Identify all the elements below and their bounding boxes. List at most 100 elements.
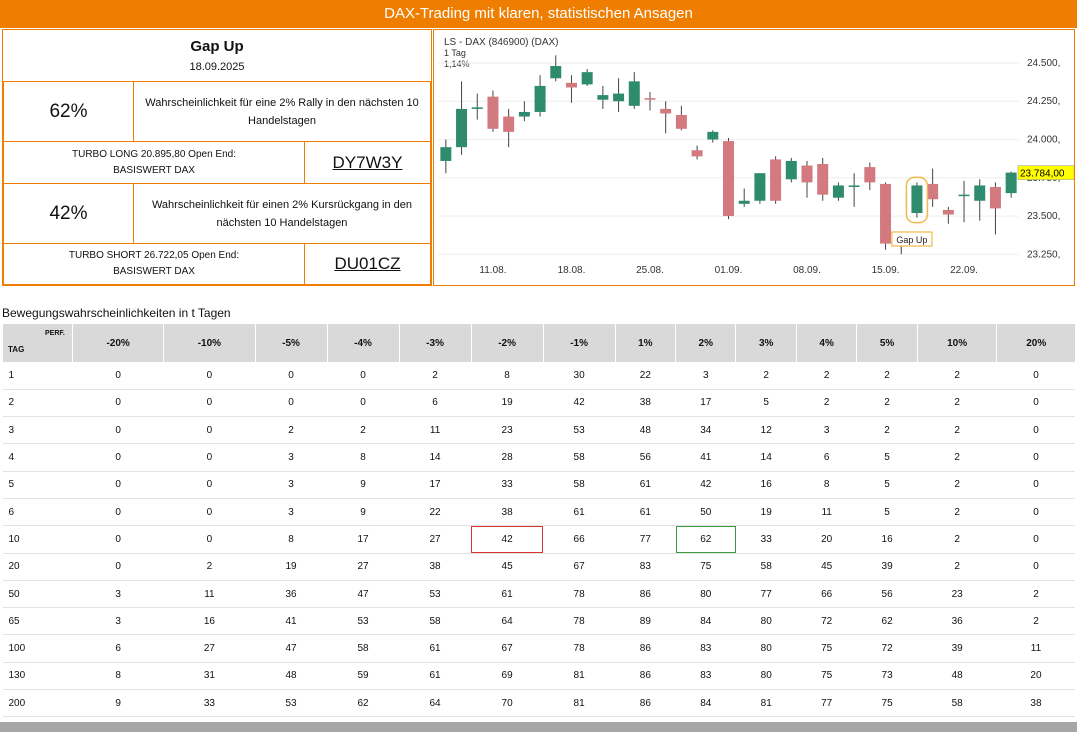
table-cell: 30	[543, 362, 616, 390]
table-cell: 27	[327, 553, 400, 581]
candle	[440, 139, 452, 174]
table-cell: 8	[796, 471, 857, 499]
candle-body	[801, 165, 813, 183]
candle-body	[817, 164, 829, 195]
table-cell: 3	[255, 498, 328, 527]
table-row: 50 3 11 36 47 53 61 78 86 80 77 66 56 23 2	[2, 580, 1075, 609]
table-cell: 45	[471, 553, 544, 581]
table-cell: 2	[796, 362, 857, 390]
candle	[848, 173, 860, 207]
y-tick-label: 24.250,	[1027, 96, 1060, 107]
table-cell: 45	[796, 553, 857, 581]
candle-body	[660, 108, 672, 114]
table-cell: 77	[735, 580, 797, 609]
table-cell: 2	[917, 553, 997, 581]
table-cell: 53	[255, 689, 328, 718]
gap-up-label-box	[891, 231, 933, 247]
table-cell: 58	[399, 607, 472, 636]
candle-body	[565, 82, 577, 88]
table-cell: 78	[543, 634, 616, 663]
table-cell: 0	[163, 362, 256, 390]
table-cell: 31	[163, 662, 256, 691]
candle	[628, 72, 640, 109]
table-cell: 19	[255, 553, 328, 581]
table-cell: 58	[735, 553, 797, 581]
table-cell: 78	[543, 580, 616, 609]
table-cell: 80	[735, 607, 797, 636]
turbo-short-underlying: BASISWERT DAX	[113, 266, 195, 277]
table-cell: 0	[72, 498, 164, 527]
candle-body	[550, 66, 562, 79]
table-cell: 34	[675, 416, 736, 445]
candle	[864, 162, 876, 191]
row-tag: 50	[2, 580, 73, 609]
table-cell: 3	[675, 362, 736, 390]
table-cell: 86	[615, 662, 676, 691]
row-tag: 65	[2, 607, 73, 636]
table-cell: 77	[796, 689, 857, 718]
candle-body	[832, 185, 844, 198]
candle	[660, 101, 672, 134]
table-row: 100 6 27 47 58 61 67 78 86 83 80 75 72 39 11	[2, 634, 1075, 663]
candle	[691, 145, 703, 160]
column-header: -1%	[542, 324, 616, 362]
table-cell: 0	[996, 362, 1075, 390]
table-cell: 72	[796, 607, 857, 636]
turbo-long-code-cell[interactable]: DY7W3Y	[304, 141, 431, 184]
y-tick-label: 23.250,	[1027, 249, 1060, 260]
column-header: 5%	[856, 324, 918, 362]
tag-label: TAG	[8, 345, 25, 354]
turbo-long-code-link[interactable]: DY7W3Y	[332, 152, 403, 172]
table-row: 20 0 2 19 27 38 45 67 83 75 58 45 39 2 0	[2, 553, 1075, 581]
table-cell: 0	[72, 362, 164, 390]
column-header: 20%	[996, 324, 1075, 362]
table-header-row: PERF. TAG -20% -10% -5% -4% -3% -2% -1% 1% 2% 3% 4…	[2, 324, 1075, 362]
table-cell: 2	[399, 362, 472, 390]
table-cell: 39	[856, 553, 918, 581]
table-cell: 67	[543, 553, 616, 581]
table-cell: 14	[399, 443, 472, 472]
table-cell: 0	[72, 471, 164, 499]
rally-description-cell: Wahrscheinlichkeit für eine 2% Rally in …	[133, 81, 431, 142]
table-cell: 61	[543, 498, 616, 527]
perf-label: PERF.	[45, 330, 65, 337]
candle-body	[471, 107, 483, 109]
table-cell: 80	[675, 580, 736, 609]
turbo-long-product: TURBO LONG 20.895,80 Open End:	[72, 148, 236, 160]
turbo-short-code-link[interactable]: DU01CZ	[334, 254, 401, 273]
turbo-long-cell: TURBO LONG 20.895,80 Open End: BASISWERT…	[3, 141, 305, 184]
table-cell: 61	[615, 498, 676, 527]
table-cell: 8	[327, 443, 400, 472]
table-cell: 73	[856, 662, 918, 691]
candle-body	[754, 173, 766, 201]
x-tick-label: 11.08.	[479, 265, 506, 276]
chart-interval: 1 Tag	[444, 48, 466, 58]
table-cell: 22	[399, 498, 472, 527]
candle-body	[518, 111, 530, 117]
table-cell: 58	[543, 471, 616, 499]
row-tag: 130	[2, 662, 73, 691]
table-cell: 3	[72, 580, 164, 609]
y-tick-label: 24.500,	[1027, 58, 1060, 69]
gap-up-label: Gap Up	[896, 235, 927, 245]
table-row: 130 8 31 48 59 61 69 81 86 83 80 75 73 48 20	[2, 662, 1075, 691]
table-row: 65 3 16 41 53 58 64 78 89 84 80 72 62 36 2	[2, 607, 1075, 636]
candle-body	[738, 200, 750, 204]
turbo-short-code-cell[interactable]: DU01CZ	[304, 243, 431, 285]
table-cell: 38	[399, 553, 472, 581]
row-tag: 3	[2, 416, 73, 445]
table-cell: 2	[917, 525, 997, 554]
candle	[644, 92, 656, 111]
x-tick-label: 25.08.	[636, 265, 664, 276]
table-cell: 0	[996, 525, 1075, 554]
signal-header: Gap Up 18.09.2025	[3, 30, 431, 81]
chart-change: 1,14%	[444, 59, 470, 69]
candle	[989, 182, 1001, 235]
column-header: 4%	[795, 324, 857, 362]
table-cell: 70	[471, 689, 544, 718]
x-tick-label: 08.09.	[793, 265, 821, 276]
table-cell: 3	[255, 471, 328, 499]
candle	[880, 182, 892, 250]
table-cell: 64	[471, 607, 544, 636]
column-header: 10%	[916, 324, 997, 362]
